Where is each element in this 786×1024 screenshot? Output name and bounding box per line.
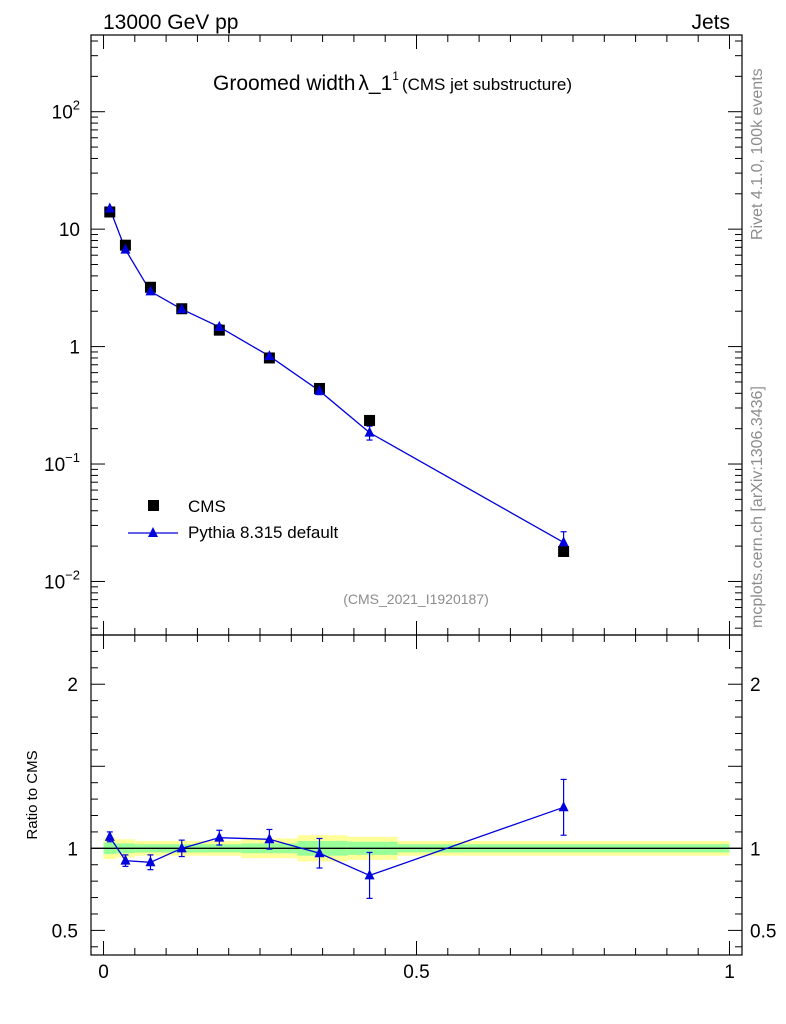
main-data-series — [104, 202, 570, 557]
pythia-data-point — [314, 384, 325, 395]
plot-title-sup: 1 — [392, 69, 399, 83]
ratio-y-axis-label: Ratio to CMS — [24, 750, 41, 839]
pythia-data-point — [558, 536, 569, 547]
ratio-y-tick-label-right: 2 — [750, 675, 761, 696]
ratio-y-tick-label-right: 1 — [750, 839, 761, 860]
main-y-tick-label: 10−2 — [44, 567, 80, 593]
plot-title-main: Groomed width — [213, 72, 355, 95]
rivet-version-label: Rivet 4.1.0, 100k events — [749, 68, 766, 240]
pythia-line — [109, 208, 564, 543]
legend-cms-marker — [148, 500, 159, 511]
ratio-plot-frame — [90, 634, 743, 956]
main-y-tick-label-base: 10 — [44, 455, 65, 476]
mcplots-credit-label: mcplots.cern.ch [arXiv:1306.3436] — [749, 386, 766, 628]
ratio-pythia-point — [214, 831, 225, 842]
ratio-pythia-point — [314, 847, 325, 858]
main-axis-ticks — [91, 35, 742, 635]
pythia-data-point — [176, 303, 187, 314]
ratio-pythia-point — [364, 869, 375, 880]
header-process-label: Jets — [691, 11, 730, 34]
main-y-tick-label-base: 10 — [52, 103, 73, 124]
ratio-y-tick-label-right: 0.5 — [750, 921, 776, 942]
legend-pythia-marker — [148, 527, 158, 537]
ratio-pythia-point — [176, 842, 187, 853]
ratio-pythia-point — [145, 856, 156, 867]
pythia-data-point — [214, 320, 225, 331]
ratio-x-tick-label: 0.5 — [403, 962, 429, 983]
ratio-data-series — [104, 778, 569, 899]
ratio-pythia-point — [264, 833, 275, 844]
ratio-pythia-point — [558, 801, 569, 812]
ratio-x-tick-label: 0 — [98, 962, 109, 983]
legend-cms-label: CMS — [188, 497, 226, 516]
plot-title-sub: (CMS jet substructure) — [402, 75, 572, 94]
main-y-tick-label: 1 — [69, 338, 80, 359]
ratio-axis-ticks — [91, 635, 742, 955]
ratio-x-tick-label: 1 — [724, 962, 735, 983]
main-y-tick-label-exp: 2 — [73, 98, 80, 113]
ratio-pythia-point — [120, 854, 131, 865]
main-y-tick-label: 10 — [59, 220, 80, 241]
main-plot-frame — [90, 34, 743, 636]
pythia-data-point — [145, 285, 156, 296]
main-y-tick-label-exp: −1 — [65, 450, 80, 465]
plot-title: Groomed width λ_11 (CMS jet substructure) — [213, 69, 572, 95]
pythia-data-point — [264, 350, 275, 361]
main-y-tick-label-base: 10 — [44, 572, 65, 593]
cms-data-point — [364, 414, 376, 426]
plot-title-symbol: λ_1 — [358, 72, 392, 95]
ratio-tick-labels: 2 2 1 1 0.5 0.5 0 0.5 1 — [52, 675, 777, 983]
ratio-pythia-point — [104, 830, 115, 841]
legend-pythia-label: Pythia 8.315 default — [188, 523, 339, 542]
main-y-tick-label: 102 — [52, 98, 80, 124]
pythia-data-point — [104, 202, 115, 213]
ratio-uncertainty-bands — [91, 835, 742, 862]
ratio-y-tick-label-left: 1 — [67, 839, 78, 860]
legend: CMS Pythia 8.315 default — [128, 497, 339, 542]
cms-data-point — [558, 545, 570, 557]
header-energy-label: 13000 GeV pp — [103, 11, 238, 34]
main-y-tick-label-exp: −2 — [65, 567, 80, 582]
analysis-id-label: (CMS_2021_I1920187) — [343, 591, 489, 607]
pythia-data-point — [364, 426, 375, 437]
main-y-tick-label: 10−1 — [44, 450, 80, 476]
ratio-y-tick-label-left: 0.5 — [52, 921, 78, 942]
pythia-data-point — [120, 243, 131, 254]
ratio-y-tick-label-left: 2 — [67, 675, 78, 696]
